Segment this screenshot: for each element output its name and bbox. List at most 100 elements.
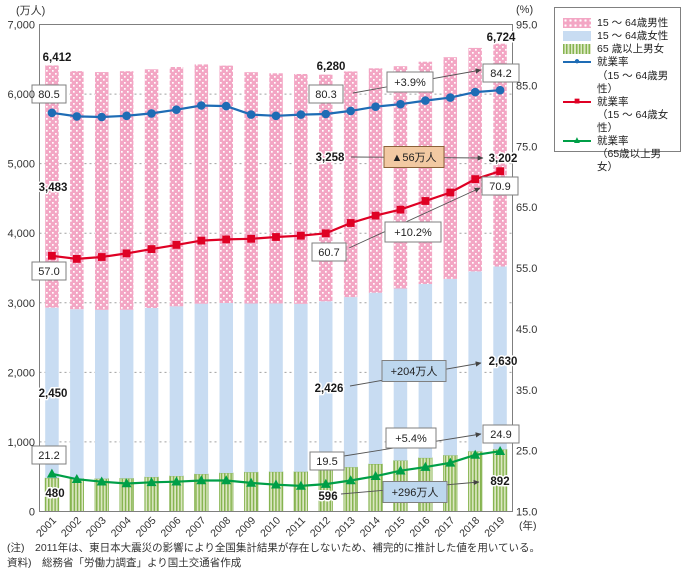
left-tick-label: 6,000 bbox=[7, 89, 35, 101]
x-tick-label: 2014 bbox=[358, 515, 383, 540]
value-label: 6,280 bbox=[317, 61, 346, 73]
marker-circle bbox=[147, 109, 156, 118]
note-line: (注) 2011年は、東日本大震災の影響により全国集計結果が存在しないため、補完… bbox=[7, 542, 541, 554]
x-tick-label: 2011 bbox=[284, 515, 309, 540]
footnotes: (注) 2011年は、東日本大震災の影響により全国集計結果が存在しないため、補完… bbox=[7, 541, 677, 571]
marker-triangle bbox=[420, 461, 431, 471]
value-label: 892 bbox=[490, 476, 509, 488]
annotation-box-label: 19.5 bbox=[316, 456, 337, 468]
marker-circle bbox=[172, 105, 181, 114]
annotation-box bbox=[31, 261, 67, 281]
marker-square bbox=[496, 167, 504, 176]
value-label: 3,483 bbox=[39, 182, 68, 194]
x-tick-label: 2012 bbox=[308, 515, 333, 540]
bar-2019-male bbox=[493, 43, 507, 267]
bar-2018-female bbox=[468, 271, 482, 452]
marker-square bbox=[172, 241, 181, 249]
bar-2018-male bbox=[468, 47, 482, 272]
bar-green-swatch-icon bbox=[563, 44, 591, 55]
legend-marker-icon: ▲ bbox=[572, 135, 582, 147]
x-tick-label: 2017 bbox=[432, 515, 457, 540]
marker-square bbox=[122, 249, 131, 258]
left-tick-label: 1,000 bbox=[7, 437, 35, 449]
annotation-box-label: 80.3 bbox=[315, 89, 336, 101]
bar-2011-male bbox=[294, 74, 308, 304]
annotation-box bbox=[386, 71, 434, 93]
x-tick-label: 2001 bbox=[34, 515, 59, 540]
legend-line bbox=[563, 140, 591, 143]
annotation-box bbox=[381, 360, 447, 382]
marker-triangle bbox=[96, 476, 107, 486]
left-tick-label: 0 bbox=[29, 507, 35, 519]
legend-item-2: 65 歳以上男女 bbox=[563, 43, 673, 56]
marker-circle bbox=[47, 108, 57, 118]
marker-triangle bbox=[320, 478, 331, 488]
legend-item-label: 就業率 （65歳以上男女） bbox=[597, 135, 673, 174]
left-tick-label: 7,000 bbox=[7, 20, 35, 32]
bar-2011-female bbox=[294, 303, 308, 472]
bar-2012-female bbox=[319, 301, 333, 471]
x-tick-label: 2007 bbox=[183, 515, 208, 540]
annotation-box bbox=[383, 146, 445, 168]
left-tick-label: 5,000 bbox=[7, 159, 35, 171]
bar-2017-female bbox=[443, 278, 457, 456]
legend-marker-icon: ● bbox=[573, 56, 581, 68]
bar-2009-female bbox=[244, 303, 258, 473]
left-tick-label: 2,000 bbox=[7, 367, 35, 379]
value-label: 2,426 bbox=[315, 383, 344, 395]
bar-2002-female bbox=[70, 309, 84, 479]
marker-square bbox=[297, 231, 305, 240]
legend-item-label: 65 歳以上男女 bbox=[597, 43, 665, 56]
bar-2013-female bbox=[343, 297, 358, 468]
marker-triangle bbox=[345, 475, 356, 485]
bar-2014-male bbox=[368, 68, 383, 293]
bar-2009-male bbox=[244, 72, 258, 304]
marker-circle bbox=[371, 102, 380, 111]
legend-item-sublabel: （15 ～ 64歳女性） bbox=[597, 108, 669, 134]
right-tick-label: 55.0 bbox=[516, 263, 537, 275]
bar-blue-swatch-icon bbox=[563, 31, 591, 42]
marker-square bbox=[272, 233, 280, 241]
bar-2011-senior bbox=[293, 471, 309, 512]
marker-square bbox=[48, 251, 56, 260]
annotation-box-label: 24.9 bbox=[490, 429, 511, 441]
marker-square bbox=[421, 197, 430, 205]
marker-triangle bbox=[121, 478, 132, 488]
x-axis-unit: (年) bbox=[519, 519, 537, 532]
marker-triangle bbox=[246, 477, 257, 487]
marker-circle bbox=[495, 85, 505, 95]
annotation-box bbox=[31, 445, 67, 465]
marker-circle bbox=[72, 112, 82, 121]
marker-square bbox=[197, 236, 206, 245]
marker-square bbox=[471, 175, 480, 183]
marker-square bbox=[446, 188, 455, 197]
legend-item-5: ▲ 就業率 （65歳以上男女） bbox=[563, 135, 673, 174]
bar-2010-female bbox=[269, 303, 283, 472]
x-tick-label: 2015 bbox=[383, 515, 408, 540]
marker-circle bbox=[396, 99, 405, 109]
bar-2002-male bbox=[70, 71, 84, 310]
bar-2005-female bbox=[144, 308, 159, 478]
right-tick-label: 65.0 bbox=[516, 202, 537, 214]
x-tick-label: 2009 bbox=[233, 515, 258, 540]
source-line: 資料) 総務省「労働力調査」より国土交通省作成 bbox=[7, 557, 242, 570]
y-axis-right: (%) 15.0 25.0 35.0 45.0 55.0 65.0 75.0 85.0 95.0 bbox=[516, 4, 537, 519]
marker-triangle bbox=[271, 479, 281, 489]
marker-square bbox=[321, 229, 330, 238]
annotation-box-label: +10.2% bbox=[394, 227, 432, 239]
annotation-boxes: 80.5 57.0 21.2 80.3 60.7 19.5 84.2 70.9 24.9 +3.9… bbox=[31, 63, 520, 503]
x-tick-label: 2019 bbox=[482, 515, 507, 540]
marker-triangle bbox=[445, 457, 456, 467]
line-square-swatch-icon: ■ bbox=[563, 96, 591, 108]
bar-2012-male bbox=[319, 74, 333, 302]
bar-2004-male bbox=[119, 71, 134, 310]
x-tick-label: 2002 bbox=[59, 515, 84, 540]
legend-item-label: 就業率 （15 ～ 64歳男性） bbox=[597, 56, 673, 95]
annotation-box bbox=[308, 84, 344, 104]
legend-item-1: 15 ～ 64歳女性 bbox=[563, 30, 673, 43]
value-label: 2,630 bbox=[489, 356, 518, 368]
legend-item-0: 15 ～ 64歳男性 bbox=[563, 17, 673, 30]
marker-circle bbox=[446, 93, 455, 102]
bar-2003-male bbox=[95, 72, 109, 310]
